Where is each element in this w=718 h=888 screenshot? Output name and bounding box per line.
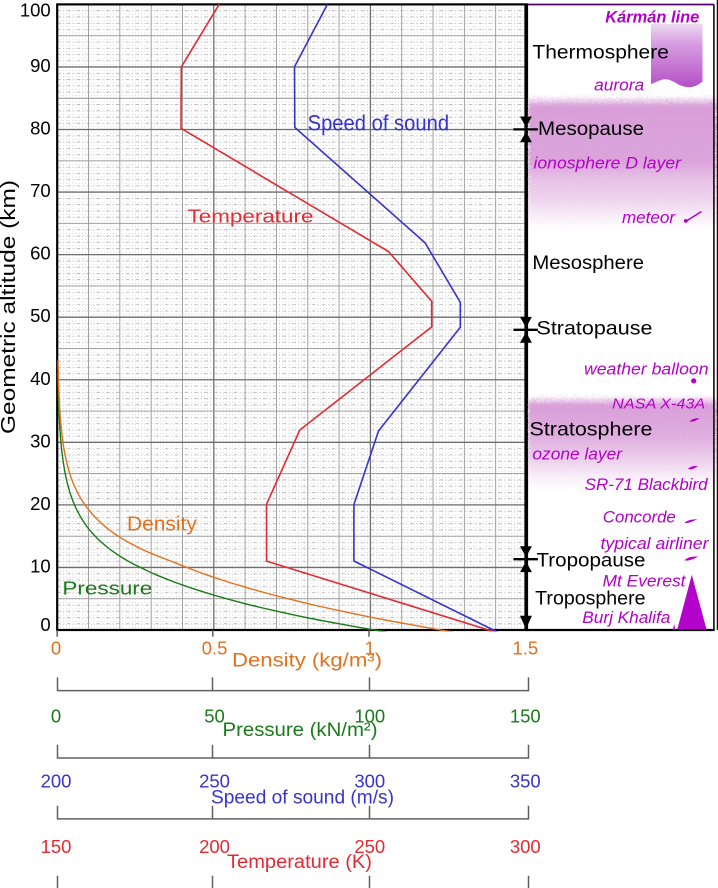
svg-text:300: 300	[354, 771, 385, 792]
svg-text:ionosphere D layer: ionosphere D layer	[534, 154, 683, 173]
svg-text:ozone layer: ozone layer	[532, 445, 623, 464]
svg-text:Troposphere: Troposphere	[535, 587, 645, 609]
svg-text:Mt Everest: Mt Everest	[603, 572, 687, 591]
svg-text:Temperature: Temperature	[188, 206, 314, 227]
svg-text:80: 80	[30, 118, 51, 139]
svg-text:aurora: aurora	[594, 76, 644, 95]
svg-text:50: 50	[204, 705, 225, 726]
svg-text:Mesosphere: Mesosphere	[532, 252, 644, 274]
svg-text:meteor: meteor	[622, 208, 676, 227]
svg-text:100: 100	[354, 705, 385, 726]
svg-text:Density: Density	[127, 514, 197, 536]
svg-text:350: 350	[510, 771, 541, 792]
svg-text:Burj Khalifa: Burj Khalifa	[582, 608, 670, 627]
svg-text:150: 150	[41, 836, 72, 857]
svg-text:1: 1	[365, 638, 375, 659]
svg-text:60: 60	[30, 243, 51, 264]
svg-text:50: 50	[30, 305, 51, 326]
svg-text:Speed of sound (m/s): Speed of sound (m/s)	[211, 788, 394, 809]
svg-text:Stratopause: Stratopause	[537, 317, 653, 339]
svg-text:Pressure (kN/m²): Pressure (kN/m²)	[223, 720, 378, 741]
svg-text:40: 40	[30, 368, 51, 389]
svg-text:NASA X-43A: NASA X-43A	[612, 395, 705, 412]
svg-text:250: 250	[199, 771, 230, 792]
svg-text:Speed of sound: Speed of sound	[308, 110, 450, 135]
svg-text:0: 0	[51, 705, 61, 726]
svg-text:Temperature (K): Temperature (K)	[227, 852, 372, 873]
svg-text:Mesopause: Mesopause	[538, 118, 644, 140]
svg-text:250: 250	[354, 836, 385, 857]
svg-text:0: 0	[51, 638, 61, 659]
svg-text:150: 150	[510, 705, 541, 726]
svg-text:200: 200	[199, 836, 230, 857]
svg-text:Thermosphere: Thermosphere	[532, 42, 669, 64]
svg-text:Tropopause: Tropopause	[537, 549, 646, 571]
svg-text:200: 200	[41, 771, 72, 792]
svg-text:1.5: 1.5	[512, 638, 538, 659]
svg-text:Pressure: Pressure	[62, 579, 152, 599]
svg-text:300: 300	[510, 836, 541, 857]
svg-text:0: 0	[40, 614, 50, 635]
svg-text:weather balloon: weather balloon	[584, 360, 709, 379]
svg-text:90: 90	[30, 55, 51, 76]
svg-text:typical airliner: typical airliner	[601, 534, 710, 553]
svg-text:0.5: 0.5	[202, 638, 228, 659]
svg-text:SR-71 Blackbird: SR-71 Blackbird	[585, 475, 709, 494]
svg-text:30: 30	[30, 430, 51, 451]
svg-text:Geometric altitude (km): Geometric altitude (km)	[0, 180, 20, 434]
svg-text:Density (kg/m³): Density (kg/m³)	[232, 650, 382, 671]
svg-text:Kármán line: Kármán line	[605, 8, 699, 27]
svg-text:10: 10	[30, 556, 51, 577]
svg-text:Stratosphere: Stratosphere	[530, 419, 653, 441]
svg-text:100: 100	[20, 0, 51, 20]
svg-text:70: 70	[30, 180, 51, 201]
svg-text:Concorde: Concorde	[603, 507, 676, 526]
svg-text:20: 20	[30, 493, 51, 514]
